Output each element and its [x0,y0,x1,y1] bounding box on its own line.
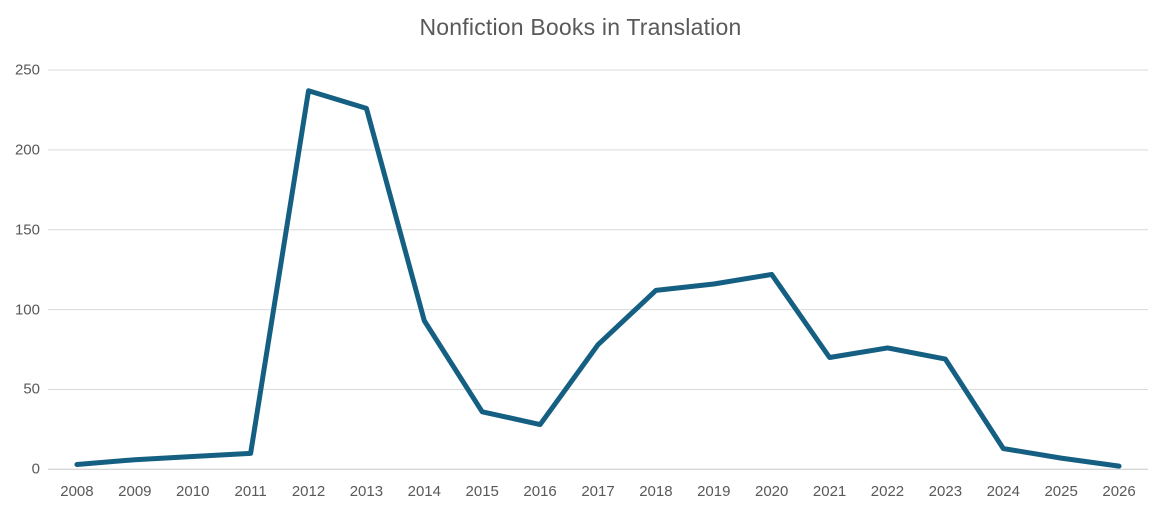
x-axis-tick-label: 2015 [465,483,499,500]
x-axis-tick-label: 2019 [697,483,731,500]
y-axis-tick-label: 50 [23,380,40,398]
x-axis-tick-label: 2012 [291,483,326,500]
y-axis-tick-label: 200 [14,141,40,159]
x-axis-tick-label: 2018 [639,483,673,500]
chart-title: Nonfiction Books in Translation [419,14,742,40]
x-axis-tick-label: 2020 [754,483,789,500]
x-axis-tick-label: 2023 [928,483,963,500]
x-axis-tick-label: 2025 [1044,483,1078,500]
y-axis-tick-label: 150 [14,221,40,239]
x-axis-tick-label: 2008 [60,483,94,500]
y-axis-tick-label: 100 [14,301,40,319]
x-axis-tick-label: 2022 [870,483,905,500]
y-axis-tick-label: 250 [14,61,40,79]
x-axis-tick-label: 2017 [581,483,615,500]
x-axis-tick-label: 2024 [986,483,1020,500]
x-axis-tick-label: 2013 [349,483,384,500]
x-axis-tick-label: 2009 [118,483,152,500]
x-axis-tick-label: 2026 [1102,483,1136,500]
x-axis-tick-label: 2021 [812,483,847,500]
x-axis-tick-label: 2016 [523,483,557,500]
data-series-line [74,88,1122,469]
x-axis-tick-label: 2010 [176,483,210,500]
y-axis-tick-label: 0 [31,460,40,478]
x-axis-tick-label: 2014 [407,483,441,500]
x-axis-tick-label: 2011 [234,483,267,500]
